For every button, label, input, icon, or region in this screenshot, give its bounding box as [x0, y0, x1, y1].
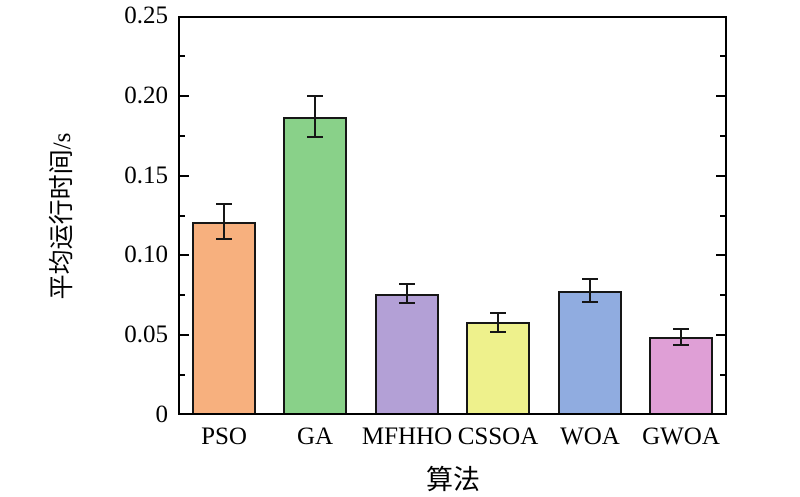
x-axis-title: 算法 — [426, 465, 480, 495]
error-bar-cap-bottom — [216, 238, 232, 240]
error-bar-cap-bottom — [307, 136, 323, 138]
y-major-tick-right — [716, 254, 725, 256]
error-bar-line — [406, 284, 408, 303]
bar-cssoa — [466, 322, 530, 413]
error-bar-cap-top — [216, 203, 232, 205]
error-bar-cap-bottom — [582, 301, 598, 303]
bar-pso — [192, 222, 256, 413]
y-minor-tick-right — [720, 374, 725, 376]
y-major-tick-left — [180, 95, 189, 97]
bar-gwoa — [649, 337, 713, 413]
error-bar-cap-bottom — [399, 302, 415, 304]
error-bar-cap-top — [490, 312, 506, 314]
error-bar-line — [589, 279, 591, 302]
x-tick-label: MFHHO — [361, 423, 453, 450]
error-bar-cap-bottom — [673, 344, 689, 346]
y-major-tick-left — [180, 175, 189, 177]
error-bar-line — [680, 329, 682, 345]
x-tick-label: GWOA — [642, 423, 720, 450]
y-minor-tick-left — [180, 135, 185, 137]
y-minor-tick-right — [720, 215, 725, 217]
y-tick-label: 0.15 — [124, 162, 168, 189]
y-major-tick-left — [180, 334, 189, 336]
plot-area — [178, 16, 727, 415]
error-bar-line — [223, 204, 225, 239]
y-major-tick-left — [180, 254, 189, 256]
y-major-tick-right — [716, 175, 725, 177]
error-bar-line — [497, 313, 499, 332]
bar-ga — [283, 117, 347, 413]
y-minor-tick-right — [720, 135, 725, 137]
bar-woa — [558, 291, 622, 413]
y-major-tick-right — [716, 95, 725, 97]
bar-mfhho — [375, 294, 439, 413]
error-bar-cap-top — [582, 278, 598, 280]
error-bar-cap-bottom — [490, 331, 506, 333]
y-minor-tick-right — [720, 294, 725, 296]
error-bar-line — [314, 96, 316, 137]
error-bar-cap-top — [399, 283, 415, 285]
x-tick-label: CSSOA — [457, 423, 539, 450]
y-minor-tick-left — [180, 215, 185, 217]
y-tick-label: 0.05 — [124, 321, 168, 348]
y-tick-label: 0.25 — [124, 2, 168, 29]
y-minor-tick-right — [720, 55, 725, 57]
y-tick-label: 0.20 — [124, 82, 168, 109]
y-minor-tick-left — [180, 374, 185, 376]
error-bar-cap-top — [307, 95, 323, 97]
y-tick-label: 0 — [155, 401, 169, 428]
x-tick-label: GA — [296, 423, 334, 450]
y-major-tick-right — [716, 334, 725, 336]
x-tick-label: PSO — [201, 423, 247, 450]
y-axis-title: 平均运行时间/s — [49, 132, 76, 300]
error-bar-cap-top — [673, 328, 689, 330]
y-minor-tick-left — [180, 294, 185, 296]
x-tick-label: WOA — [560, 423, 620, 450]
y-tick-label: 0.10 — [124, 241, 168, 268]
y-minor-tick-left — [180, 55, 185, 57]
